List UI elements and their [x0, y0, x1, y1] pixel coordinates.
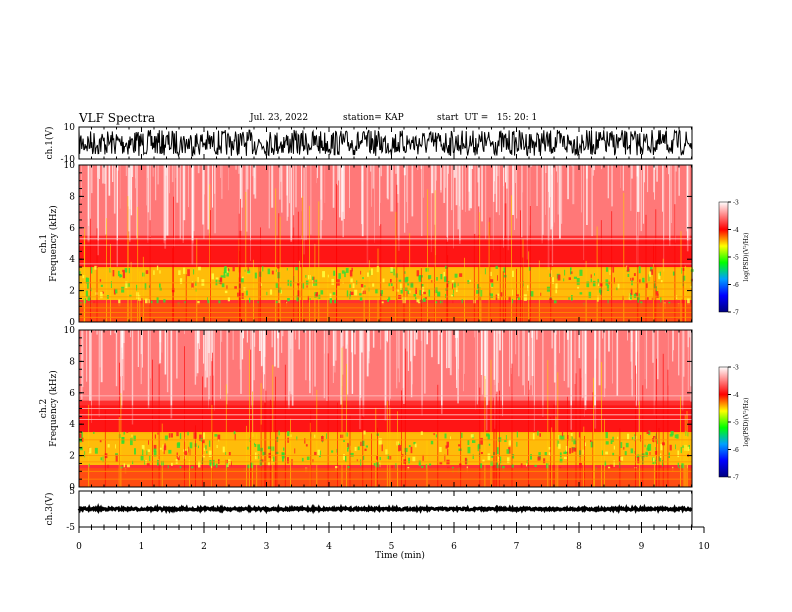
- y-axis-label: ch.2: [39, 399, 49, 418]
- colorbar-label: log(PSD)(V²/Hz): [743, 398, 750, 447]
- date-label: Jul. 23, 2022: [250, 113, 309, 123]
- x-tick-label: 2: [201, 542, 207, 552]
- waveform-line: [77, 503, 693, 515]
- ch3-waveform-trace: [77, 503, 693, 515]
- station-label: station= KAP: [343, 113, 404, 123]
- x-tick-label: 7: [514, 542, 520, 552]
- ch1-colorbar: [718, 201, 729, 313]
- colorbar-tick-label: -3: [733, 200, 739, 207]
- colorbar-tick-label: -7: [733, 310, 739, 317]
- y-tick-label: 0: [69, 483, 75, 493]
- ch2-colorbar: [718, 366, 729, 478]
- x-axis-label: Time (min): [375, 550, 425, 561]
- y-tick-label: -5: [66, 523, 75, 533]
- waveform-line: [78, 128, 692, 158]
- y-tick-label: 10: [64, 161, 76, 171]
- y-tick-label: 8: [69, 357, 75, 367]
- colorbar-tick-label: -7: [733, 475, 739, 482]
- x-tick-label: 4: [326, 542, 332, 552]
- y-tick-label: 0: [69, 318, 75, 328]
- x-tick-label: 10: [698, 542, 710, 552]
- y-axis-label: Frequency (kHz): [48, 370, 59, 447]
- y-tick-label: 10: [64, 123, 76, 133]
- colorbar-tick-label: -3: [733, 365, 739, 372]
- x-tick-label: 8: [576, 542, 582, 552]
- x-tick-label: 9: [639, 542, 645, 552]
- y-tick-label: 2: [69, 287, 75, 297]
- ch1-waveform-trace: [78, 128, 692, 158]
- colorbar-tick-label: -5: [733, 255, 739, 262]
- x-tick-label: 5: [389, 542, 395, 552]
- y-tick-label: 5: [69, 487, 75, 497]
- colorbar-tick-label: -4: [733, 227, 739, 234]
- y-tick-label: 8: [69, 192, 75, 202]
- chart-title: VLF Spectra: [79, 111, 156, 125]
- start-time-label: start UT = 15: 20: 1: [437, 113, 538, 123]
- colorbar-tick-label: -6: [733, 447, 739, 454]
- y-tick-label: 10: [64, 326, 76, 336]
- y-tick-label: 4: [69, 420, 75, 430]
- x-tick-label: 3: [264, 542, 270, 552]
- x-tick-label: 1: [139, 542, 145, 552]
- y-axis-label: ch.3(V): [44, 493, 55, 526]
- ch2-spectrogram-image: [79, 330, 693, 487]
- colorbar-tick-label: -5: [733, 420, 739, 427]
- colorbar-tick-label: -6: [733, 282, 739, 289]
- colorbar-tick-label: -4: [733, 392, 739, 399]
- x-tick-label: 0: [76, 542, 82, 552]
- y-axis-label: ch.1(V): [44, 127, 55, 160]
- colorbar-label: log(PSD)(V²/Hz): [743, 233, 750, 282]
- y-tick-label: 4: [69, 255, 75, 265]
- y-tick-label: -10: [61, 155, 76, 165]
- y-axis-label: Frequency (kHz): [48, 205, 59, 282]
- ch1-spectrogram-image: [79, 165, 694, 322]
- y-tick-label: 2: [69, 452, 75, 462]
- y-tick-label: 6: [69, 389, 75, 399]
- x-tick-label: 6: [451, 542, 457, 552]
- y-axis-label: ch.1: [39, 234, 49, 253]
- y-tick-label: 6: [69, 224, 75, 234]
